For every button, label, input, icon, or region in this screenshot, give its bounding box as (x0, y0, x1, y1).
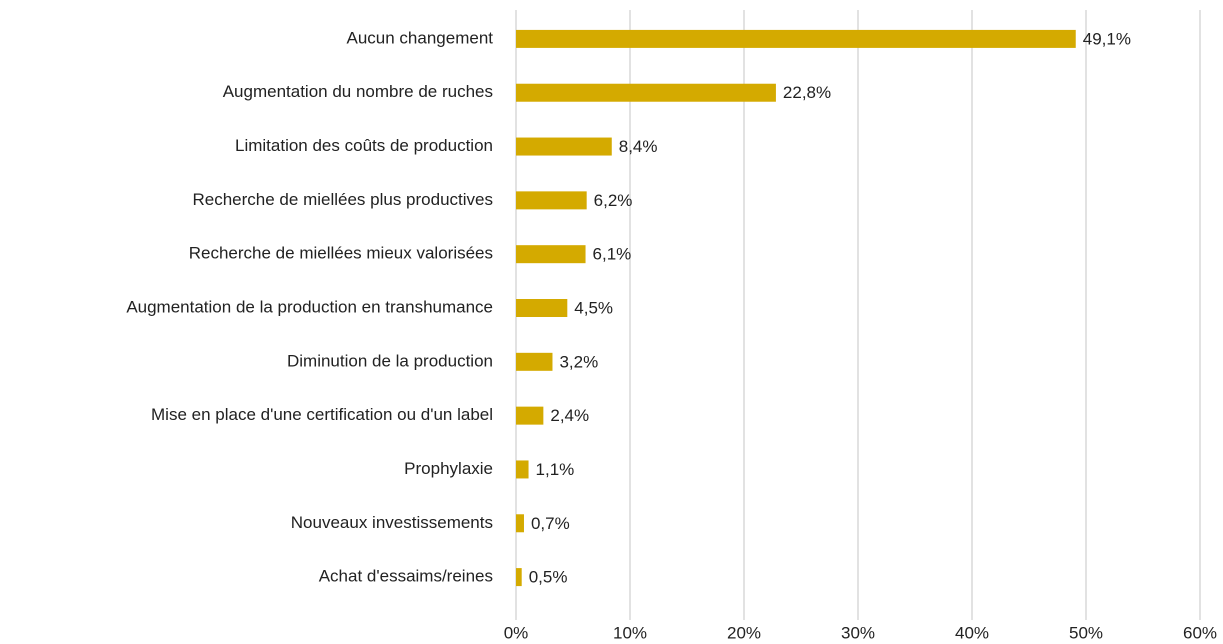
bar (516, 29, 1076, 48)
bar (516, 245, 586, 264)
value-label: 4,5% (574, 298, 613, 317)
bar (516, 352, 553, 371)
x-tick-label: 40% (955, 623, 989, 642)
bar (516, 191, 587, 210)
value-label: 3,2% (559, 352, 598, 371)
value-label: 6,2% (594, 191, 633, 210)
bar (516, 137, 612, 156)
value-label: 6,1% (593, 245, 632, 264)
x-tick-label: 50% (1069, 623, 1103, 642)
x-tick-label: 20% (727, 623, 761, 642)
y-tick-label: Diminution de la production (287, 351, 493, 370)
y-tick-label: Augmentation de la production en transhu… (126, 297, 493, 316)
value-label: 8,4% (619, 137, 658, 156)
bar (516, 514, 524, 533)
y-tick-label: Recherche de miellées mieux valorisées (189, 244, 493, 263)
bar (516, 406, 544, 425)
y-tick-label: Nouveaux investissements (291, 513, 493, 532)
bar (516, 83, 776, 102)
x-tick-label: 60% (1183, 623, 1217, 642)
y-tick-label: Recherche de miellées plus productives (193, 190, 494, 209)
bar (516, 568, 522, 587)
value-label: 2,4% (550, 406, 589, 425)
y-tick-label: Aucun changement (347, 28, 494, 47)
value-label: 49,1% (1083, 29, 1131, 48)
value-label: 22,8% (783, 83, 831, 102)
value-label: 1,1% (536, 460, 575, 479)
y-tick-label: Limitation des coûts de production (235, 136, 493, 155)
x-tick-label: 10% (613, 623, 647, 642)
value-label: 0,5% (529, 568, 568, 587)
y-tick-label: Prophylaxie (404, 459, 493, 478)
x-tick-label: 0% (504, 623, 529, 642)
value-label: 0,7% (531, 514, 570, 533)
bar (516, 299, 568, 317)
y-tick-label: Augmentation du nombre de ruches (223, 82, 493, 101)
bar (516, 460, 529, 479)
x-tick-label: 30% (841, 623, 875, 642)
y-tick-label: Mise en place d'une certification ou d'u… (151, 405, 493, 424)
y-tick-label: Achat d'essaims/reines (319, 567, 493, 586)
